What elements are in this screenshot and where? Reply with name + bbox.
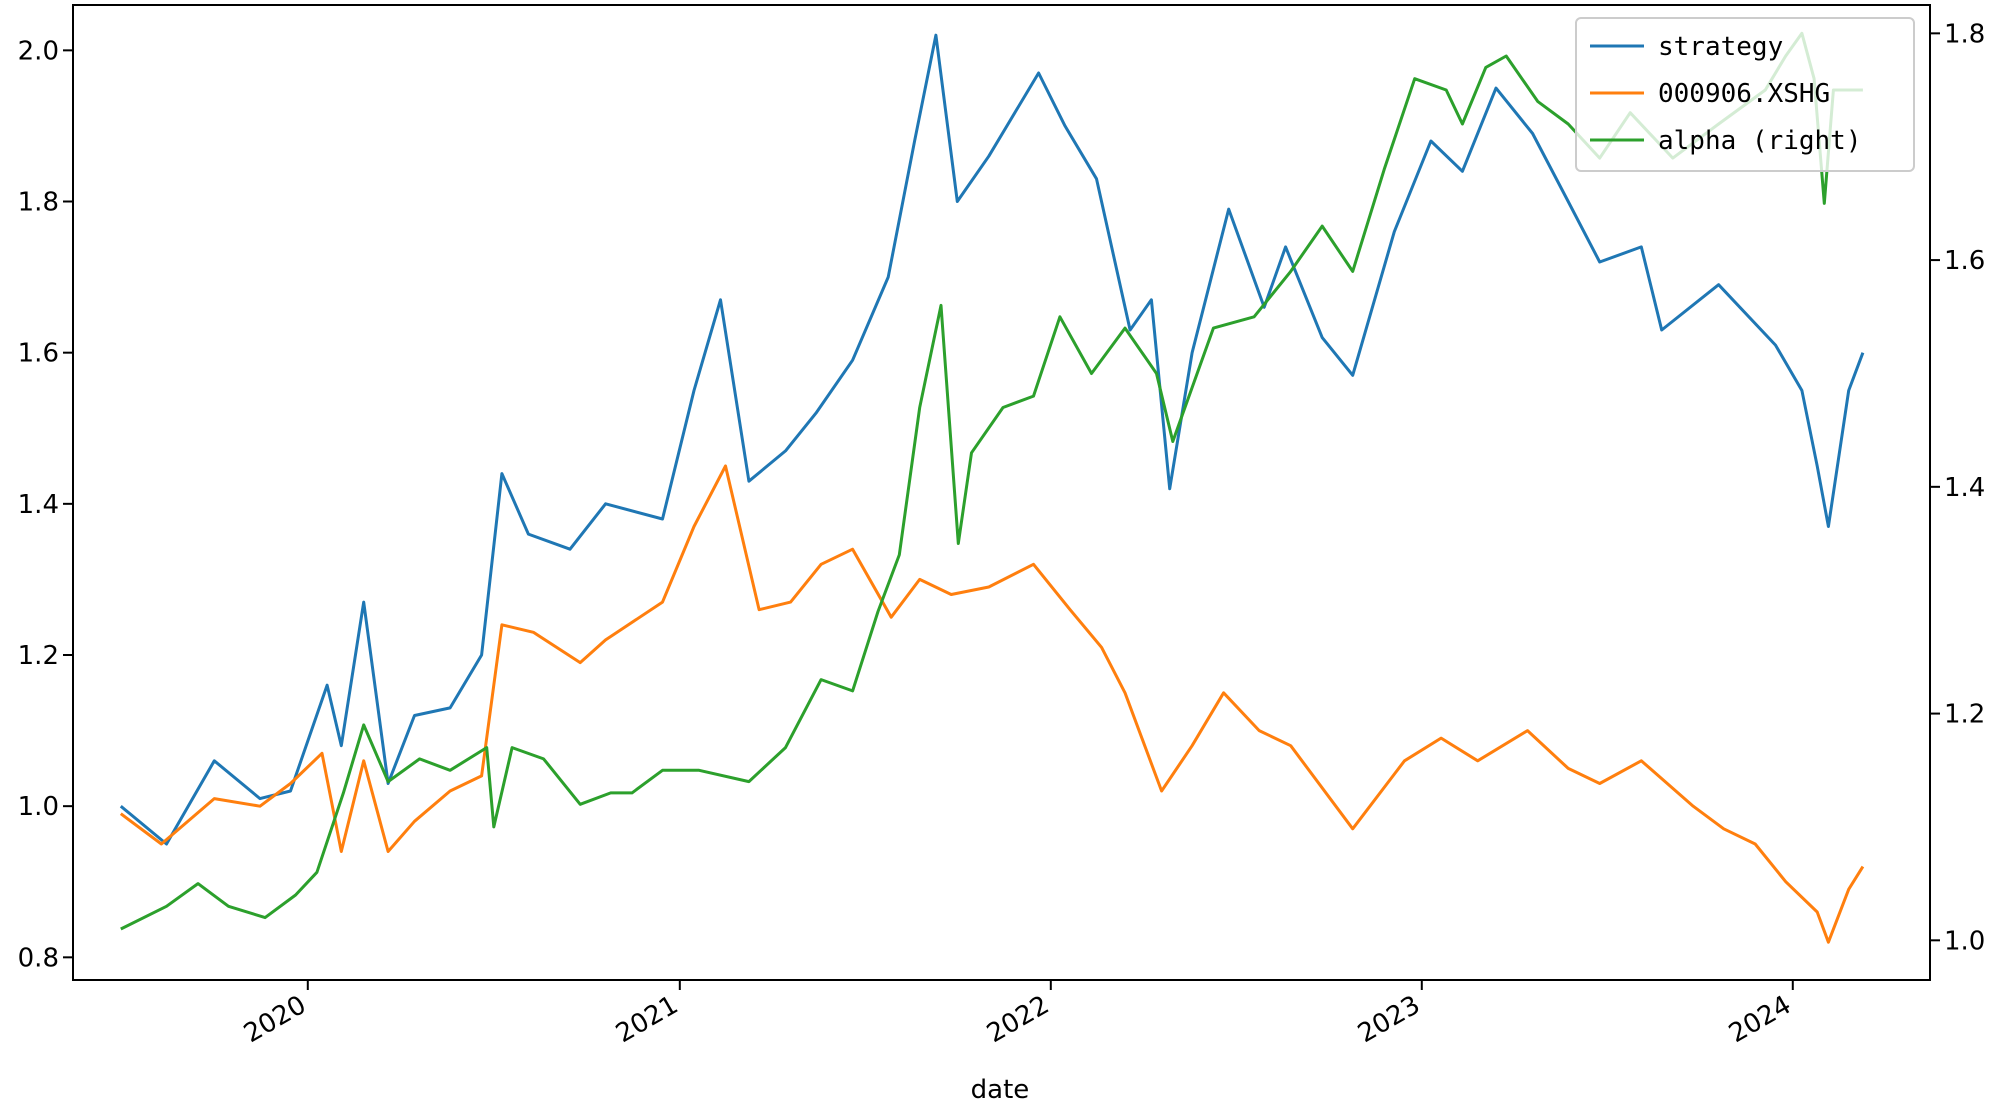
series-line-000906-xshg (119, 464, 1865, 944)
x-tick-label: 2020 (239, 990, 311, 1049)
y-left-tick-label: 1.0 (18, 792, 59, 822)
y-right-tick-label: 1.2 (1944, 700, 1985, 730)
x-tick-label: 2022 (982, 990, 1054, 1049)
x-tick-label: 2024 (1724, 990, 1796, 1049)
x-axis-title: date (971, 1075, 1030, 1101)
x-axis: 2020 2021 2022 2023 2024 (239, 980, 1796, 1049)
y-left-tick-label: 2.0 (18, 36, 59, 66)
y-left-tick-label: 1.8 (18, 188, 59, 218)
y-right-tick-label: 1.0 (1944, 926, 1985, 956)
x-tick-label: 2023 (1353, 990, 1425, 1049)
right-axis: 1.0 1.2 1.4 1.6 1.8 (1930, 19, 1985, 956)
y-left-tick-label: 0.8 (18, 943, 59, 973)
y-right-tick-label: 1.4 (1944, 473, 1985, 503)
series-line-strategy (119, 33, 1865, 846)
legend: strategy 000906.XSHG alpha (right) (1575, 17, 1915, 172)
left-axis: 0.8 1.0 1.2 1.4 1.6 1.8 2.0 (18, 36, 73, 973)
y-left-tick-label: 1.6 (18, 339, 59, 369)
y-right-tick-label: 1.8 (1944, 19, 1985, 49)
legend-box (1575, 17, 1915, 172)
x-tick-label: 2021 (611, 990, 683, 1049)
y-left-tick-label: 1.2 (18, 641, 59, 671)
legend-label-alpha-right: alpha (right) (1658, 126, 1862, 156)
plot-frame (72, 4, 1931, 981)
legend-label-strategy: strategy (1658, 32, 1783, 62)
legend-label-000906-xshg: 000906.XSHG (1658, 79, 1830, 109)
y-left-tick-label: 1.4 (18, 490, 59, 520)
y-right-tick-label: 1.6 (1944, 246, 1985, 276)
